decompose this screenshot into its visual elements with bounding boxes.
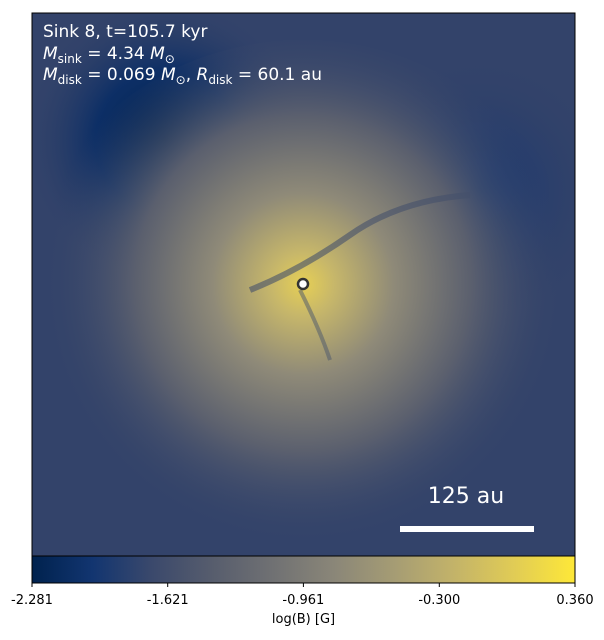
text: , <box>186 65 197 85</box>
text: sink <box>58 52 82 66</box>
text: M <box>43 44 58 64</box>
text: = 0.069 <box>82 65 161 85</box>
tick-label: -1.621 <box>147 593 189 608</box>
text: M <box>150 44 165 64</box>
text: M <box>43 65 58 85</box>
text: = 60.1 au <box>232 65 322 85</box>
text: ⊙ <box>176 73 186 87</box>
annotation-line: Mdisk = 0.069 M⊙, Rdisk = 60.1 au <box>43 65 322 87</box>
text: M <box>161 65 176 85</box>
annotation-line: Sink 8, t=105.7 kyr <box>43 22 207 42</box>
tick-label: -0.300 <box>418 593 460 608</box>
text: ⊙ <box>165 52 175 66</box>
colorbar <box>31 555 576 584</box>
tick-label: 0.360 <box>556 593 593 608</box>
text: disk <box>208 73 232 87</box>
sink-marker <box>296 277 310 291</box>
tick-label: -2.281 <box>11 593 53 608</box>
text: R <box>197 65 209 85</box>
text: = 4.34 <box>82 44 150 64</box>
text: disk <box>58 73 82 87</box>
scale-bar-label: 125 au <box>428 484 504 509</box>
tick-label: -0.961 <box>282 593 324 608</box>
colorbar-label: log(B) [G] <box>272 612 335 627</box>
annotation-line: Msink = 4.34 M⊙ <box>43 44 175 66</box>
